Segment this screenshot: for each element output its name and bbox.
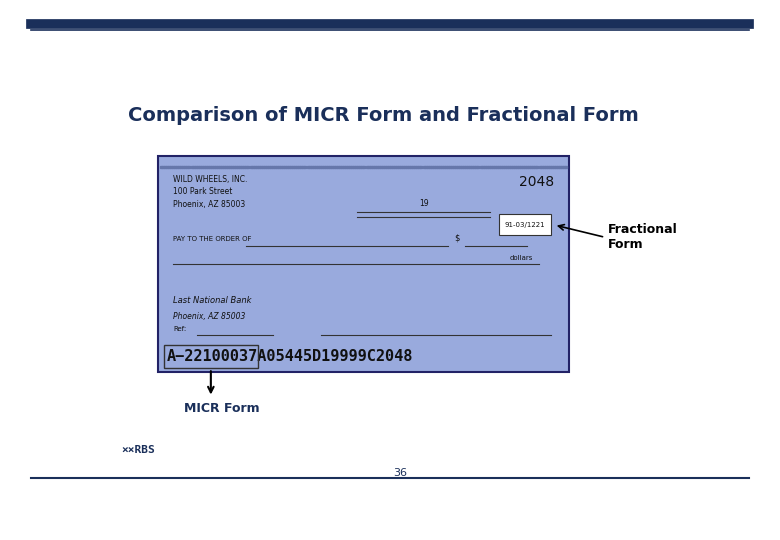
Text: dollars: dollars bbox=[509, 255, 533, 261]
Text: 19: 19 bbox=[419, 199, 429, 208]
Text: Ref:: Ref: bbox=[173, 326, 186, 332]
Bar bbox=[499, 214, 551, 235]
Text: Fractional
Form: Fractional Form bbox=[608, 223, 678, 251]
Text: Phoenix, AZ 85003: Phoenix, AZ 85003 bbox=[173, 200, 246, 209]
Text: A−22100037A05445D19999C2048: A−22100037A05445D19999C2048 bbox=[167, 349, 413, 364]
Text: MICR Form: MICR Form bbox=[183, 402, 259, 415]
Text: 91-03/1221: 91-03/1221 bbox=[505, 222, 545, 228]
Bar bbox=[158, 156, 569, 373]
Text: WILD WHEELS, INC.: WILD WHEELS, INC. bbox=[173, 175, 247, 184]
Text: Phoenix, AZ 85003: Phoenix, AZ 85003 bbox=[173, 312, 246, 321]
Text: Comparison of MICR Form and Fractional Form: Comparison of MICR Form and Fractional F… bbox=[128, 106, 639, 125]
Text: ××RBS: ××RBS bbox=[122, 446, 155, 455]
Text: Last National Bank: Last National Bank bbox=[173, 295, 252, 305]
Text: PAY TO THE ORDER OF: PAY TO THE ORDER OF bbox=[173, 237, 252, 242]
Bar bbox=[164, 346, 257, 368]
Text: 2048: 2048 bbox=[519, 175, 554, 189]
Text: $: $ bbox=[454, 233, 459, 242]
Text: 36: 36 bbox=[393, 468, 406, 478]
Text: 100 Park Street: 100 Park Street bbox=[173, 187, 232, 197]
